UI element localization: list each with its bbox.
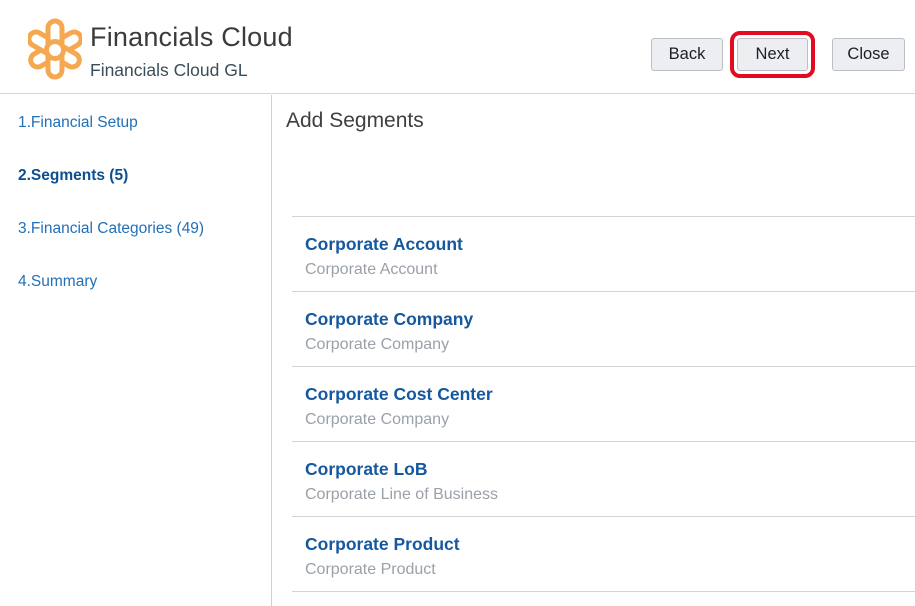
segment-description: Corporate Line of Business <box>305 486 498 503</box>
header: Financials Cloud Financials Cloud GL Bac… <box>0 0 915 94</box>
segment-description: Corporate Company <box>305 336 450 353</box>
close-button[interactable]: Close <box>832 38 905 71</box>
sidebar-item-segments[interactable]: 2.Segments (5) <box>18 167 129 184</box>
back-button[interactable]: Back <box>651 38 723 71</box>
list-item[interactable]: Corporate LoB Corporate Line of Business <box>292 442 915 517</box>
segment-name-link[interactable]: Corporate LoB <box>305 459 428 479</box>
page-title: Add Segments <box>286 109 424 132</box>
segment-description: Corporate Product <box>305 561 436 578</box>
sidebar-item-financial-categories[interactable]: 3.Financial Categories (49) <box>18 220 205 237</box>
list-item[interactable]: Corporate Company Corporate Company <box>292 292 915 367</box>
app-subtitle: Financials Cloud GL <box>90 60 248 80</box>
segment-description: Corporate Company <box>305 411 450 428</box>
list-item[interactable]: Corporate Cost Center Corporate Company <box>292 367 915 442</box>
main-content: Add Segments Add Corporate Account Corpo… <box>273 95 915 606</box>
sidebar-item-financial-setup[interactable]: 1.Financial Setup <box>18 114 138 131</box>
flower-asterisk-icon <box>26 18 84 80</box>
list-item[interactable]: Corporate Product Corporate Product <box>292 517 915 592</box>
app-title: Financials Cloud <box>90 22 293 52</box>
segment-list: Corporate Account Corporate Account Corp… <box>292 216 915 592</box>
segment-description: Corporate Account <box>305 261 438 278</box>
segment-name-link[interactable]: Corporate Product <box>305 534 460 554</box>
list-item[interactable]: Corporate Account Corporate Account <box>292 217 915 292</box>
segment-name-link[interactable]: Corporate Company <box>305 309 474 329</box>
next-button-highlight: Next <box>730 31 815 78</box>
segment-name-link[interactable]: Corporate Account <box>305 234 463 254</box>
segment-name-link[interactable]: Corporate Cost Center <box>305 384 493 404</box>
next-button[interactable]: Next <box>737 38 808 71</box>
sidebar-item-summary[interactable]: 4.Summary <box>18 273 98 290</box>
wizard-steps-sidebar: 1.Financial Setup 2.Segments (5) 3.Finan… <box>0 95 272 606</box>
